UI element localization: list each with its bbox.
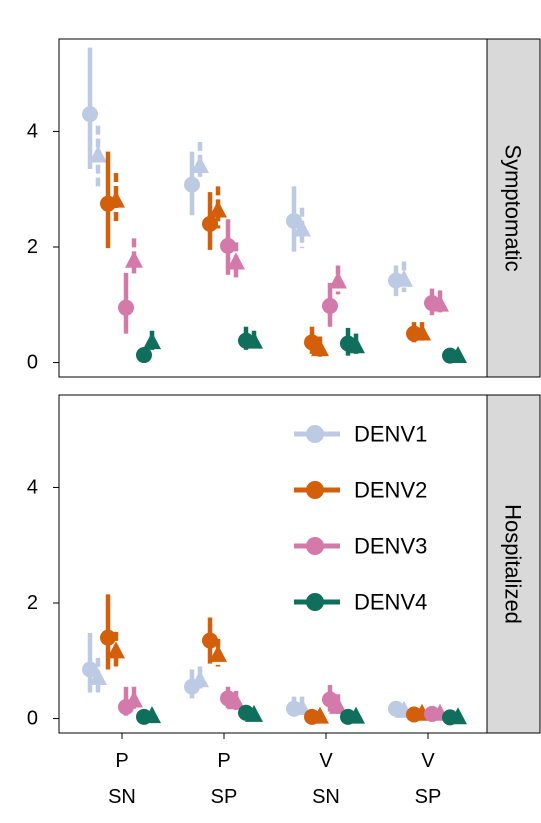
point-triangle	[347, 336, 365, 354]
legend-key-point	[306, 593, 324, 611]
point-circle	[220, 237, 236, 254]
x-tick-label: SP	[415, 786, 442, 808]
point-triangle	[89, 667, 107, 685]
legend: DENV1 DENV2 DENV3 DENV4	[294, 422, 427, 615]
point-triangle	[107, 641, 125, 659]
panel-symptomatic: Symptomatic 0 2 4	[27, 38, 541, 378]
y-tick-label: 4	[27, 476, 38, 498]
y-tick-label: 2	[27, 236, 38, 258]
y-tick-label: 4	[27, 120, 38, 142]
point-circle	[118, 299, 134, 316]
point-triangle	[89, 145, 107, 163]
point-triangle	[245, 331, 263, 349]
point-triangle	[293, 698, 311, 715]
panel-hospitalized: Hospitalized 0 2 4	[27, 394, 541, 734]
point-triangle	[191, 155, 209, 173]
point-triangle	[191, 670, 209, 688]
point-triangle	[293, 219, 311, 237]
point-triangle	[395, 269, 413, 287]
point-circle	[322, 691, 338, 708]
point-triangle	[329, 696, 347, 714]
panel-frame	[58, 38, 488, 378]
point-triangle	[431, 294, 449, 312]
point-circle	[82, 106, 98, 123]
point-circle	[82, 661, 98, 678]
legend-label: DENV3	[354, 534, 427, 559]
point-triangle	[125, 250, 143, 268]
legend-label: DENV1	[354, 422, 427, 447]
x-tick-label: V	[421, 750, 435, 772]
x-tick-label: SP	[211, 786, 238, 808]
point-circle	[184, 176, 200, 193]
facet-strip	[486, 38, 541, 378]
point-triangle	[143, 706, 161, 724]
facet-strip-label: Symptomatic	[501, 144, 526, 271]
point-triangle	[311, 339, 329, 357]
point-circle	[286, 213, 302, 229]
point-triangle	[209, 200, 227, 218]
legend-label: DENV2	[354, 478, 427, 503]
facet-strip-label: Hospitalized	[501, 504, 526, 624]
x-tick-label: P	[217, 750, 230, 772]
point-circle	[136, 347, 152, 364]
legend-label: DENV4	[354, 590, 427, 615]
x-tick-label: P	[115, 750, 128, 772]
point-triangle	[143, 332, 161, 350]
point-triangle	[227, 252, 245, 270]
facet-strip	[486, 394, 541, 734]
point-triangle	[209, 644, 227, 662]
legend-key-point	[306, 537, 324, 555]
y-tick-label: 2	[27, 592, 38, 614]
y-tick-label: 0	[27, 352, 38, 374]
point-triangle	[449, 346, 467, 364]
point-triangle	[329, 271, 347, 289]
point-circle	[100, 629, 116, 646]
point-triangle	[311, 706, 329, 724]
point-triangle	[347, 706, 365, 724]
point-circle	[202, 632, 218, 649]
point-triangle	[413, 323, 431, 341]
point-triangle	[125, 690, 143, 708]
point-circle	[304, 334, 320, 351]
point-circle	[202, 215, 218, 232]
x-tick-label: SN	[108, 786, 136, 808]
y-tick-label: 0	[27, 708, 38, 730]
point-triangle	[245, 704, 263, 722]
legend-key-point	[306, 481, 324, 499]
point-circle	[322, 297, 338, 314]
x-tick-label: V	[319, 750, 333, 772]
point-triangle	[227, 692, 245, 710]
point-triangle	[449, 707, 467, 725]
x-tick-label: SN	[312, 786, 340, 808]
legend-key-point	[306, 425, 324, 443]
point-triangle	[107, 190, 125, 208]
